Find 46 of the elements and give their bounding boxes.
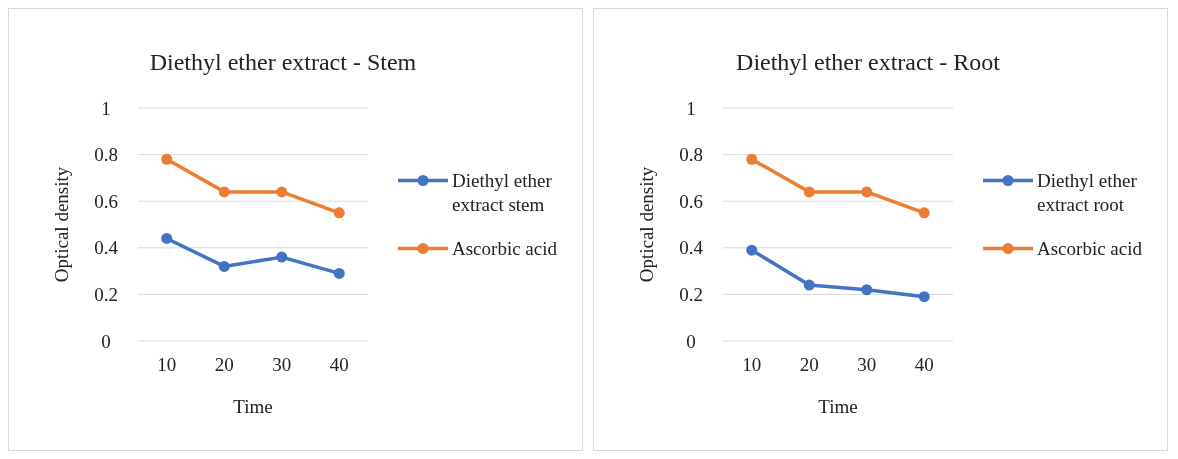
legend-label: Ascorbic acid [452, 238, 558, 260]
point [276, 251, 288, 263]
y-tick-label: 0.6 [679, 190, 703, 212]
point [276, 186, 288, 198]
x-axis-title: Time [233, 396, 273, 417]
y-axis-title: Optical density [51, 166, 72, 283]
y-tick-label: 0.2 [94, 284, 118, 306]
y-tick-label: 0.2 [679, 284, 703, 306]
x-axis-title: Time [818, 396, 858, 417]
x-tick-label: 10 [742, 354, 762, 375]
legend-label: Ascorbic acid [1037, 238, 1143, 260]
point [746, 153, 758, 165]
point [861, 186, 873, 198]
y-tick-label: 0.4 [679, 237, 704, 259]
x-tick-label: 30 [272, 354, 292, 375]
chart-title: Diethyl ether extract - Stem [149, 49, 417, 75]
y-tick-label: 0 [686, 330, 696, 352]
chart-title: Diethyl ether extract - Root [736, 49, 1001, 75]
y-tick-label: 0.8 [94, 144, 118, 166]
legend-label: Diethyl ether extract root [1037, 170, 1138, 216]
point [803, 186, 815, 198]
point [333, 267, 345, 279]
y-tick-label: 0.6 [94, 190, 118, 212]
y-tick-label: 0.4 [94, 237, 119, 259]
y-tick-label: 1 [101, 97, 111, 119]
point [218, 260, 230, 272]
y-tick-label: 1 [686, 97, 696, 119]
y-tick-label: 0 [101, 330, 111, 352]
x-tick-label: 40 [914, 354, 934, 375]
point [918, 291, 930, 303]
point [918, 207, 930, 219]
y-axis-title: Optical density [636, 166, 657, 283]
legend-label: Diethyl ether extract stem [452, 170, 553, 216]
point [161, 232, 173, 244]
x-tick-label: 20 [799, 354, 819, 375]
point [218, 186, 230, 198]
x-tick-label: 10 [157, 354, 177, 375]
x-tick-label: 30 [857, 354, 877, 375]
point [161, 153, 173, 165]
point [803, 279, 815, 291]
x-tick-label: 40 [329, 354, 349, 375]
point [746, 244, 758, 256]
point [861, 284, 873, 296]
y-tick-label: 0.8 [679, 144, 703, 166]
point [333, 207, 345, 219]
x-tick-label: 20 [214, 354, 234, 375]
